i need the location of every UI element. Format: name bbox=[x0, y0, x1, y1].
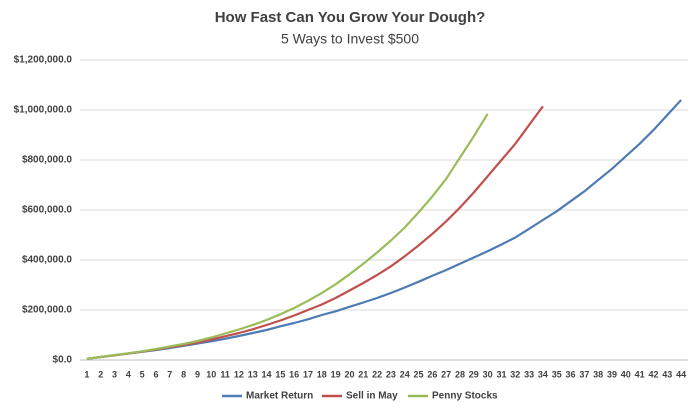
x-tick-label: 13 bbox=[248, 369, 258, 379]
y-tick-label: $1,200,000.0 bbox=[14, 55, 73, 66]
x-tick-label: 38 bbox=[593, 369, 603, 379]
x-tick-label: 41 bbox=[635, 369, 645, 379]
x-tick-label: 33 bbox=[524, 369, 534, 379]
series-line bbox=[86, 105, 544, 360]
legend-label: Market Return bbox=[246, 391, 313, 402]
legend-label: Penny Stocks bbox=[432, 391, 498, 402]
x-tick-label: 24 bbox=[400, 369, 410, 379]
x-tick-label: 32 bbox=[510, 369, 520, 379]
x-tick-label: 25 bbox=[414, 369, 424, 379]
x-tick-label: 39 bbox=[607, 369, 617, 379]
y-tick-label: $200,000.0 bbox=[22, 305, 72, 316]
y-tick-label: $600,000.0 bbox=[22, 205, 72, 216]
series-line bbox=[86, 99, 682, 360]
x-tick-label: 17 bbox=[303, 369, 313, 379]
x-tick-label: 3 bbox=[112, 369, 117, 379]
y-tick-label: $1,000,000.0 bbox=[14, 105, 73, 116]
x-tick-label: 37 bbox=[579, 369, 589, 379]
x-tick-label: 15 bbox=[275, 369, 285, 379]
x-tick-label: 42 bbox=[648, 369, 658, 379]
x-tick-label: 31 bbox=[496, 369, 506, 379]
x-tick-label: 22 bbox=[372, 369, 382, 379]
x-tick-label: 5 bbox=[140, 369, 145, 379]
x-tick-label: 43 bbox=[662, 369, 672, 379]
x-tick-label: 23 bbox=[386, 369, 396, 379]
x-tick-label: 35 bbox=[552, 369, 562, 379]
x-tick-label: 36 bbox=[566, 369, 576, 379]
x-tick-label: 11 bbox=[220, 369, 230, 379]
x-tick-label: 4 bbox=[126, 369, 131, 379]
x-tick-label: 8 bbox=[181, 369, 186, 379]
x-tick-label: 21 bbox=[358, 369, 368, 379]
chart-title: How Fast Can You Grow Your Dough? bbox=[215, 9, 486, 26]
chart-subtitle: 5 Ways to Invest $500 bbox=[281, 31, 419, 47]
x-tick-label: 27 bbox=[441, 369, 451, 379]
legend-label: Sell in May bbox=[346, 391, 398, 402]
x-tick-label: 29 bbox=[469, 369, 479, 379]
x-tick-label: 9 bbox=[195, 369, 200, 379]
y-tick-label: $800,000.0 bbox=[22, 155, 72, 166]
x-tick-label: 10 bbox=[206, 369, 216, 379]
x-tick-label: 7 bbox=[167, 369, 172, 379]
x-tick-label: 20 bbox=[344, 369, 354, 379]
x-tick-label: 44 bbox=[676, 369, 686, 379]
x-tick-label: 6 bbox=[153, 369, 158, 379]
y-tick-label: $0.0 bbox=[53, 355, 73, 366]
series-line bbox=[86, 113, 489, 360]
x-tick-label: 18 bbox=[317, 369, 327, 379]
x-tick-label: 34 bbox=[538, 369, 548, 379]
x-tick-label: 26 bbox=[427, 369, 437, 379]
y-tick-label: $400,000.0 bbox=[22, 255, 72, 266]
x-tick-label: 30 bbox=[483, 369, 493, 379]
x-tick-label: 40 bbox=[621, 369, 631, 379]
x-tick-label: 28 bbox=[455, 369, 465, 379]
x-tick-label: 14 bbox=[262, 369, 272, 379]
x-tick-label: 19 bbox=[331, 369, 341, 379]
x-tick-label: 1 bbox=[84, 369, 89, 379]
x-tick-label: 2 bbox=[98, 369, 103, 379]
x-tick-label: 16 bbox=[289, 369, 299, 379]
x-tick-label: 12 bbox=[234, 369, 244, 379]
